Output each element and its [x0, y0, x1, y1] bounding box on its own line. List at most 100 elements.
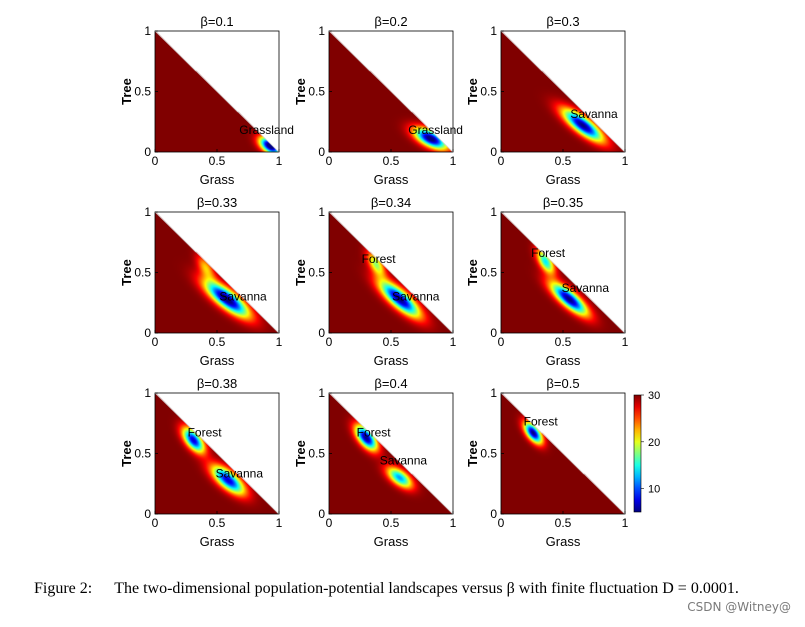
panel-title: β=0.1 — [200, 14, 233, 29]
simplex-edge — [328, 392, 454, 515]
state-annotation: Grassland — [239, 123, 294, 137]
x-tick-label: 1 — [450, 335, 457, 349]
panel-4: 00 0.5 0.5 1 1 Grass Tree β=0.33 Savanna — [119, 195, 283, 368]
x-tick-label: 0.5 — [555, 335, 572, 349]
panel-2: 00 0.5 0.5 1 1 Grass Tree β=0.2 Grassland — [293, 14, 463, 187]
y-tick-label: 0 — [144, 507, 151, 521]
y-tick-label: 0.5 — [134, 85, 151, 99]
x-axis-label: Grass — [200, 534, 235, 549]
x-axis-label: Grass — [374, 534, 409, 549]
x-tick-label: 1 — [450, 154, 457, 168]
x-tick-label: 1 — [276, 335, 283, 349]
x-tick-label: 0 — [498, 154, 505, 168]
simplex-edge — [500, 392, 626, 515]
simplex-edge — [328, 211, 454, 334]
y-axis-label: Tree — [119, 78, 134, 105]
y-tick-label: 1 — [490, 386, 497, 400]
y-axis-label: Tree — [119, 259, 134, 286]
panel-1: 00 0.5 0.5 1 1 Grass Tree β=0.1 Grassland — [119, 14, 294, 187]
y-tick-label: 1 — [318, 386, 325, 400]
y-tick-label: 0 — [490, 507, 497, 521]
x-tick-label: 0.5 — [555, 516, 572, 530]
y-tick-label: 1 — [144, 24, 151, 38]
panel-title: β=0.38 — [197, 376, 237, 391]
caption-label: Figure 2: — [34, 580, 93, 597]
panel-title: β=0.33 — [197, 195, 237, 210]
y-axis-label: Tree — [119, 440, 134, 467]
y-tick-label: 0.5 — [480, 85, 497, 99]
colorbar-tick-label: 30 — [648, 390, 660, 402]
y-tick-label: 1 — [144, 386, 151, 400]
x-axis-label: Grass — [546, 172, 581, 187]
x-axis-label: Grass — [200, 172, 235, 187]
x-tick-label: 0.5 — [209, 154, 226, 168]
x-tick-label: 0 — [498, 335, 505, 349]
y-axis-label: Tree — [465, 259, 480, 286]
y-tick-label: 1 — [490, 205, 497, 219]
panel-title: β=0.35 — [543, 195, 583, 210]
y-axis-label: Tree — [465, 440, 480, 467]
state-annotation: Forest — [362, 252, 397, 266]
state-annotation: Forest — [531, 246, 566, 260]
panel-3: 00 0.5 0.5 1 1 Grass Tree β=0.3 Savanna — [465, 14, 629, 187]
panel-title: β=0.5 — [546, 376, 579, 391]
panel-title: β=0.3 — [546, 14, 579, 29]
y-tick-label: 0 — [490, 145, 497, 159]
x-tick-label: 0 — [326, 335, 333, 349]
x-axis-label: Grass — [374, 353, 409, 368]
x-tick-label: 1 — [450, 516, 457, 530]
x-tick-label: 0.5 — [383, 516, 400, 530]
simplex-edge — [154, 30, 280, 153]
colorbar-tick-label: 10 — [648, 484, 660, 496]
x-tick-label: 0.5 — [383, 154, 400, 168]
y-tick-label: 0 — [318, 507, 325, 521]
y-tick-label: 0.5 — [308, 447, 325, 461]
y-tick-label: 0.5 — [308, 266, 325, 280]
x-tick-label: 1 — [622, 516, 629, 530]
colorbar-tick-label: 20 — [648, 437, 660, 449]
x-axis-label: Grass — [546, 353, 581, 368]
x-tick-label: 1 — [622, 335, 629, 349]
x-axis-label: Grass — [374, 172, 409, 187]
caption-text: The two-dimensional population-potential… — [114, 580, 739, 597]
y-tick-label: 0.5 — [480, 266, 497, 280]
state-annotation: Savanna — [219, 289, 267, 303]
y-tick-label: 1 — [318, 205, 325, 219]
panel-title: β=0.2 — [374, 14, 407, 29]
state-annotation: Savanna — [562, 281, 610, 295]
y-axis-label: Tree — [293, 78, 308, 105]
state-annotation: Grassland — [408, 123, 463, 137]
y-tick-label: 0.5 — [134, 266, 151, 280]
state-annotation: Savanna — [216, 467, 264, 481]
x-tick-label: 0 — [498, 516, 505, 530]
y-tick-label: 0 — [144, 145, 151, 159]
panel-title: β=0.4 — [374, 376, 407, 391]
x-tick-label: 0 — [152, 516, 159, 530]
figure-caption: Figure 2: The two-dimensional population-… — [34, 578, 774, 600]
x-tick-label: 0 — [152, 335, 159, 349]
y-tick-label: 0 — [490, 326, 497, 340]
x-tick-label: 0 — [326, 154, 333, 168]
x-tick-label: 0.5 — [209, 335, 226, 349]
x-tick-label: 0 — [152, 154, 159, 168]
y-tick-label: 0.5 — [134, 447, 151, 461]
x-tick-label: 0 — [326, 516, 333, 530]
y-tick-label: 0.5 — [480, 447, 497, 461]
y-tick-label: 0 — [318, 145, 325, 159]
x-tick-label: 0.5 — [555, 154, 572, 168]
y-tick-label: 0.5 — [308, 85, 325, 99]
x-tick-label: 1 — [276, 154, 283, 168]
panel-6: 00 0.5 0.5 1 1 Grass Tree β=0.35 Forest Savanna — [465, 195, 629, 368]
y-axis-label: Tree — [293, 259, 308, 286]
colorbar-scale — [633, 394, 642, 513]
y-tick-label: 1 — [318, 24, 325, 38]
y-axis-label: Tree — [465, 78, 480, 105]
simplex-edge — [154, 211, 280, 334]
simplex-edge — [500, 30, 626, 153]
state-annotation: Forest — [524, 415, 559, 429]
x-tick-label: 1 — [622, 154, 629, 168]
panel-7: 00 0.5 0.5 1 1 Grass Tree β=0.38 Forest Savanna — [119, 376, 283, 549]
panel-title: β=0.34 — [371, 195, 411, 210]
x-tick-label: 0.5 — [209, 516, 226, 530]
y-tick-label: 1 — [490, 24, 497, 38]
